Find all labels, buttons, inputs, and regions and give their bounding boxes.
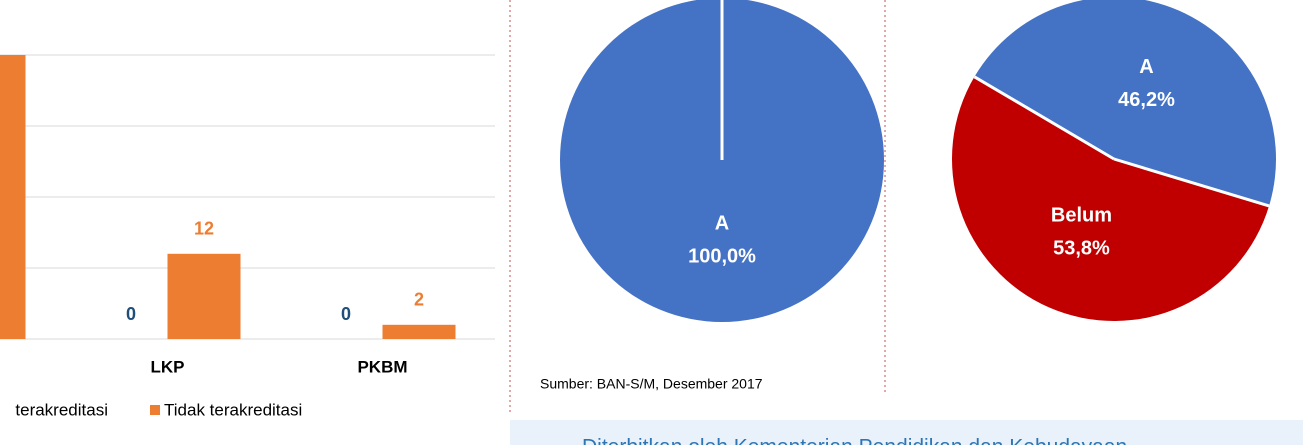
footer: Diterbitkan oleh Kementerian Pendidikan …: [582, 436, 1127, 445]
pie-label: A: [1139, 56, 1153, 78]
pie-slice: [560, 0, 884, 322]
slice-border: [1113, 157, 1270, 208]
footer-band: [510, 420, 1303, 445]
bar: [382, 324, 456, 339]
x-tick-label: PKBM: [357, 357, 407, 376]
source: Sumber: BAN-S/M, Desember 2017: [540, 376, 763, 392]
legend-label: Tidak terakreditasi: [164, 400, 302, 419]
pie-label: Belum: [1051, 204, 1112, 226]
data-label: 0: [341, 304, 351, 324]
pie-value-label: 100,0%: [688, 245, 756, 267]
pie-value-label: 46,2%: [1118, 89, 1175, 111]
data-label: 0: [126, 304, 136, 324]
pie-slice: [974, 0, 1276, 206]
pie-value-label: 53,8%: [1053, 237, 1110, 259]
data-label: 12: [194, 219, 214, 239]
bar: [167, 253, 241, 339]
data-label: 2: [414, 290, 424, 310]
legend-label: terakreditasi: [15, 400, 108, 419]
pie-label: A: [715, 212, 729, 234]
x-tick-label: LKP: [151, 357, 185, 376]
slice-border: [973, 75, 1115, 161]
bar: [0, 55, 26, 339]
pie-slice: [952, 76, 1270, 321]
legend-swatch: [150, 405, 160, 415]
